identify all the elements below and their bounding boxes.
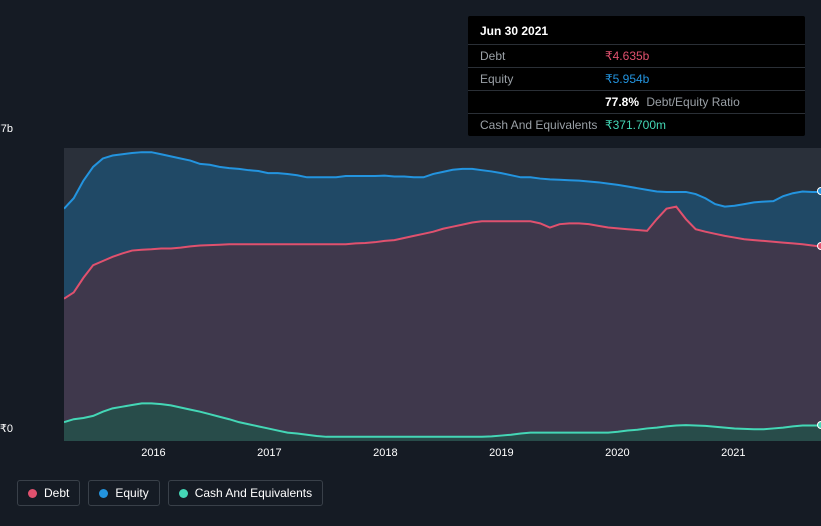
legend-item-cash[interactable]: Cash And Equivalents: [168, 480, 323, 506]
x-axis-label: 2019: [489, 447, 513, 459]
x-axis-label: 2016: [141, 447, 165, 459]
series-end-marker-cash: [817, 421, 821, 429]
series-end-marker-debt: [817, 242, 821, 250]
chart-tooltip: Jun 30 2021 Debt₹4.635bEquity₹5.954b77.8…: [468, 16, 805, 136]
x-axis-label: 2018: [373, 447, 397, 459]
series-end-marker-equity: [817, 187, 821, 195]
tooltip-row-value: ₹371.700m: [605, 118, 666, 132]
tooltip-row: 77.8% Debt/Equity Ratio: [468, 90, 805, 113]
x-axis-labels: 2016 2017 2018 2019 2020 2021: [64, 447, 821, 463]
legend-label: Cash And Equivalents: [195, 486, 312, 500]
tooltip-row: Debt₹4.635b: [468, 44, 805, 67]
legend-item-debt[interactable]: Debt: [17, 480, 80, 506]
tooltip-row-label: Cash And Equivalents: [480, 118, 605, 132]
legend-label: Equity: [115, 486, 148, 500]
legend-item-equity[interactable]: Equity: [88, 480, 159, 506]
legend-dot-icon: [28, 489, 37, 498]
y-axis-bottom-label: ₹0: [0, 422, 13, 435]
tooltip-row: Equity₹5.954b: [468, 67, 805, 90]
legend-dot-icon: [99, 489, 108, 498]
chart-plot-area[interactable]: [64, 148, 821, 441]
tooltip-row-value: ₹4.635b: [605, 49, 649, 63]
x-axis-label: 2021: [721, 447, 745, 459]
chart-legend: Debt Equity Cash And Equivalents: [17, 480, 323, 506]
legend-label: Debt: [44, 486, 69, 500]
tooltip-row-value: ₹5.954b: [605, 72, 649, 86]
tooltip-row-label: Equity: [480, 72, 605, 86]
tooltip-date: Jun 30 2021: [468, 16, 805, 44]
tooltip-row-label: Debt: [480, 49, 605, 63]
legend-dot-icon: [179, 489, 188, 498]
x-axis-label: 2017: [257, 447, 281, 459]
x-axis-label: 2020: [605, 447, 629, 459]
tooltip-row-label: [480, 95, 605, 109]
tooltip-row-ratio: 77.8% Debt/Equity Ratio: [605, 95, 740, 109]
tooltip-row: Cash And Equivalents₹371.700m: [468, 113, 805, 136]
y-axis-top-label: ₹7b: [0, 122, 13, 135]
chart-svg: [64, 148, 821, 441]
